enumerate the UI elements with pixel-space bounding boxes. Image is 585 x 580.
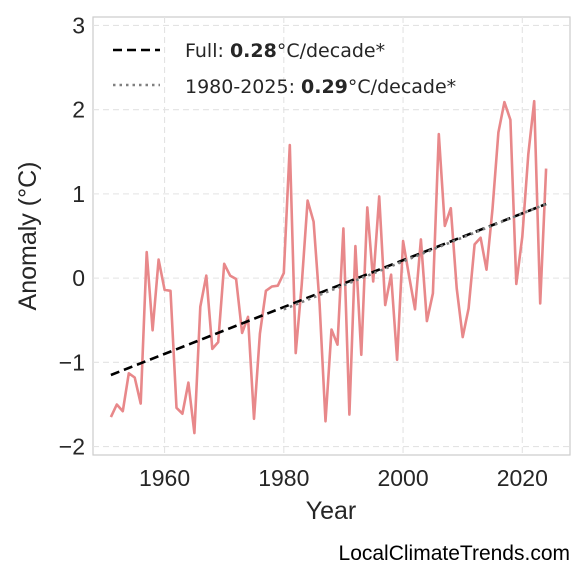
y-tick-label-3: 1 — [72, 181, 85, 207]
y-tick-label-0: −2 — [59, 434, 85, 460]
x-tick-label-1960: 1960 — [139, 465, 190, 491]
legend-recent-suffix: °C/decade* — [348, 76, 456, 98]
legend-recent-label: 1980-2025: 0.29°C/decade* — [185, 76, 456, 98]
y-tick-label-5: 3 — [72, 12, 85, 38]
x-tick-label-1980: 1980 — [258, 465, 309, 491]
y-tick-label-1: −1 — [59, 349, 85, 375]
legend-full-prefix: Full: — [185, 40, 230, 62]
y-tick-label-4: 2 — [72, 97, 85, 123]
x-tick-label-2000: 2000 — [377, 465, 428, 491]
anomaly-series-line — [109, 99, 548, 435]
grid — [93, 17, 570, 455]
y-tick-label-2: 0 — [72, 265, 85, 291]
y-axis-label: Anomaly (°C) — [14, 162, 42, 311]
full-trend-line — [110, 202, 547, 377]
site-watermark: LocalClimateTrends.com — [339, 542, 570, 565]
legend-full-label: Full: 0.28°C/decade* — [185, 40, 385, 62]
legend-full-value: 0.28 — [230, 40, 277, 62]
x-axis-label: Year — [306, 497, 357, 525]
tick-labels: 1960 1980 2000 2020 −2 −1 0 1 2 3 — [59, 12, 548, 491]
x-tick-label-2020: 2020 — [497, 465, 548, 491]
legend-recent-prefix: 1980-2025: — [185, 76, 301, 98]
legend: Full: 0.28°C/decade* 1980-2025: 0.29°C/d… — [113, 40, 456, 98]
legend-recent-value: 0.29 — [301, 76, 348, 98]
series-layer — [109, 99, 548, 435]
recent-trend-line — [283, 202, 547, 311]
legend-full-suffix: °C/decade* — [277, 40, 385, 62]
